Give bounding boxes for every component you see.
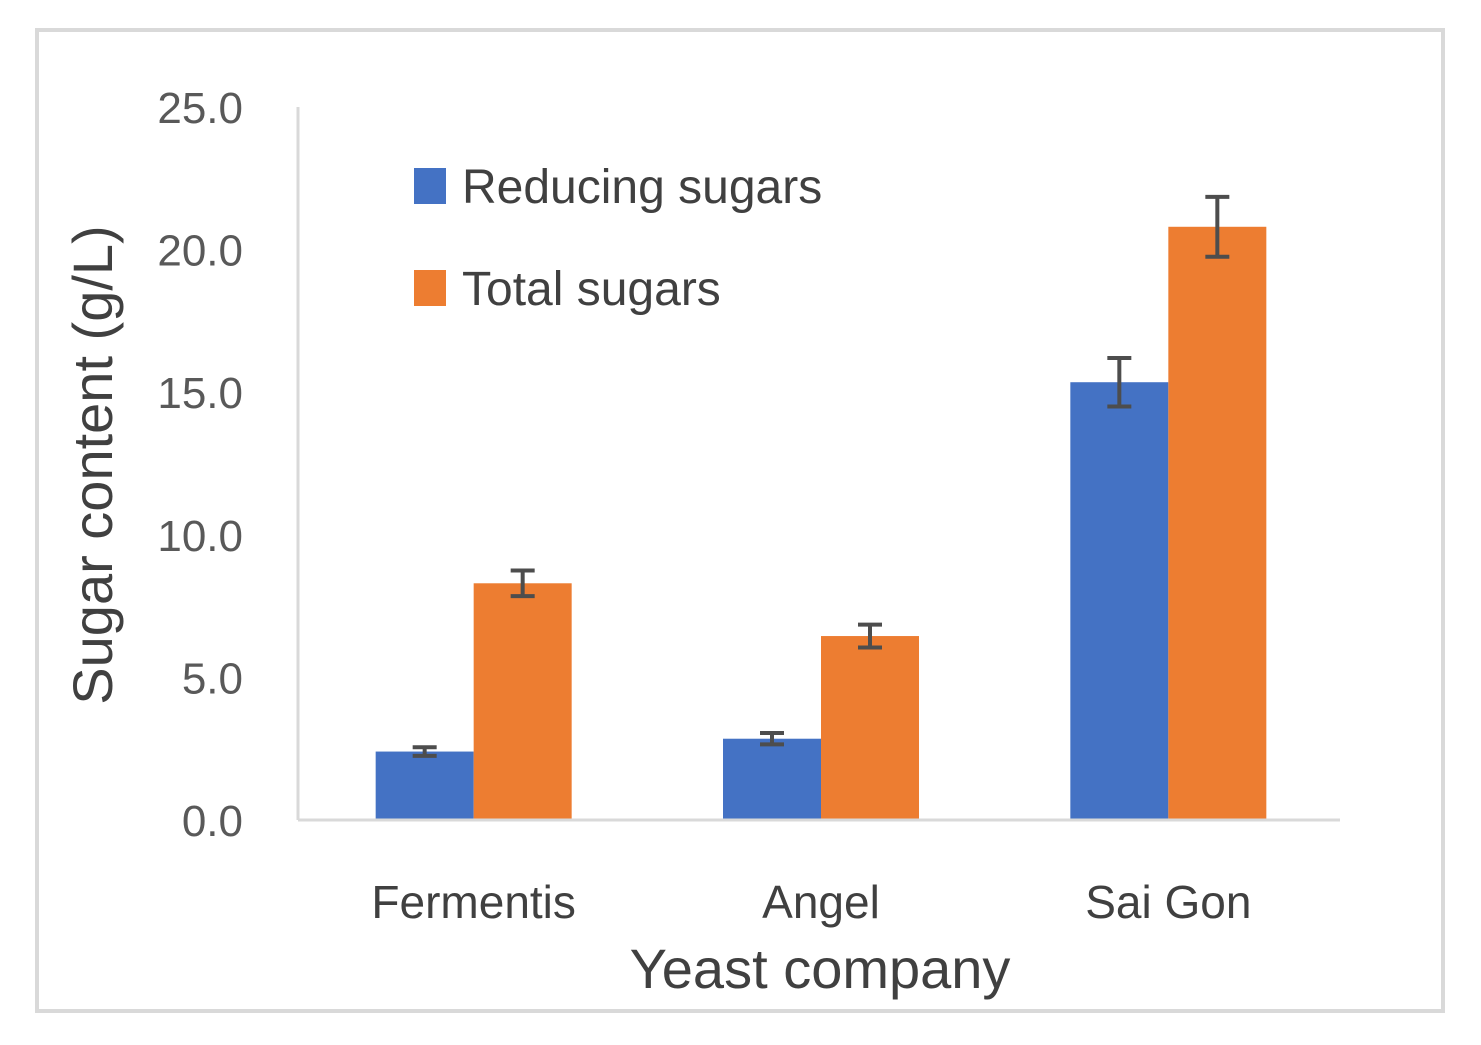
y-tick-label: 0.0	[182, 797, 243, 846]
y-axis-ticks: 0.0 5.0 10.0 15.0 20.0 25.0	[157, 84, 243, 846]
x-category-label: Sai Gon	[1085, 876, 1251, 928]
y-tick-label: 25.0	[157, 84, 243, 133]
legend-label-total-sugars: Total sugars	[462, 263, 721, 316]
x-axis-categories: Fermentis Angel Sai Gon	[371, 876, 1251, 928]
error-bar	[412, 745, 437, 758]
y-tick-label: 15.0	[157, 369, 243, 418]
error-bar	[760, 731, 784, 747]
error-bar	[858, 622, 882, 650]
legend-swatch-reducing-sugars	[414, 168, 446, 204]
error-bar	[1107, 355, 1132, 409]
x-category-label: Angel	[762, 876, 880, 928]
x-axis-title: Yeast company	[630, 937, 1011, 1000]
bar-total-sugars-angel	[821, 636, 919, 820]
legend-swatch-total-sugars	[414, 270, 446, 306]
bar-reducing-sugars-angel	[723, 738, 821, 820]
bar-total-sugars-sai-gon	[1168, 226, 1267, 820]
y-tick-label: 10.0	[157, 512, 243, 561]
legend-label-reducing-sugars: Reducing sugars	[462, 161, 822, 214]
bar-reducing-sugars-fermentis	[375, 751, 474, 820]
legend: Reducing sugars Total sugars	[414, 161, 822, 316]
y-tick-label: 5.0	[182, 654, 243, 703]
bars	[375, 226, 1267, 820]
error-bar	[510, 568, 535, 599]
y-axis-title: Sugar content (g/L)	[61, 225, 124, 704]
y-tick-label: 20.0	[157, 227, 243, 276]
bar-total-sugars-fermentis	[473, 583, 572, 820]
error-bar	[1205, 194, 1230, 259]
bar-reducing-sugars-sai-gon	[1070, 382, 1169, 820]
error-bars	[412, 194, 1230, 758]
x-category-label: Fermentis	[371, 876, 575, 928]
